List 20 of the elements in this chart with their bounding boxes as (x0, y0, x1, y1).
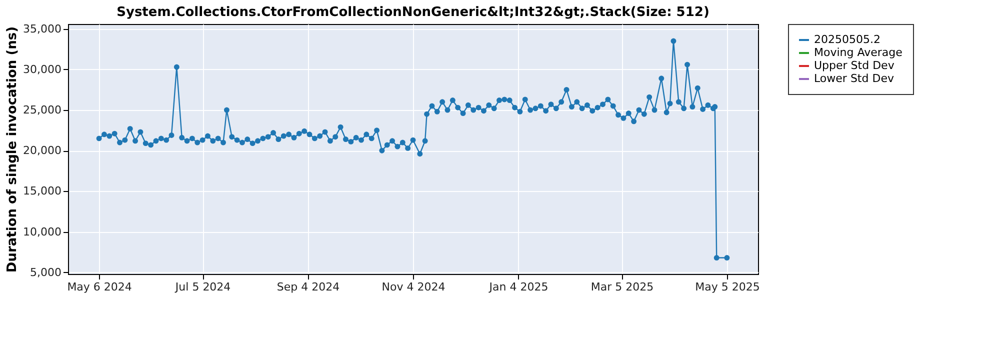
x-tick-label: May 6 2024 (67, 280, 132, 294)
x-tick-label: Jul 5 2024 (174, 280, 231, 294)
y-tick-label: 25,000 (23, 104, 62, 117)
y-tick-label: 30,000 (23, 62, 62, 76)
y-axis-title: Duration of single invocation (ns) (5, 26, 20, 273)
y-tick-label: 20,000 (23, 144, 62, 158)
x-tick-label: Nov 4 2024 (382, 280, 446, 294)
x-tick-label: May 5 2025 (695, 280, 760, 294)
legend-label: Upper Std Dev (814, 59, 895, 72)
x-tick-label: Jan 4 2025 (488, 280, 548, 294)
y-tick-label: 35,000 (23, 22, 62, 36)
y-tick-label: 5,000 (30, 266, 62, 279)
y-tick-label: 10,000 (23, 225, 62, 238)
x-tick-label: Sep 4 2024 (276, 280, 340, 294)
x-tick-label: Mar 5 2025 (590, 280, 654, 294)
legend-label: 20250505.2 (814, 33, 880, 46)
chart-title: System.Collections.CtorFromCollectionNonGeneric&lt;Int32&gt;.Stack(Size: 512) (116, 4, 710, 20)
legend-label: Moving Average (814, 46, 903, 59)
y-tick-label: 15,000 (23, 184, 62, 198)
legend-label: Lower Std Dev (814, 72, 894, 85)
